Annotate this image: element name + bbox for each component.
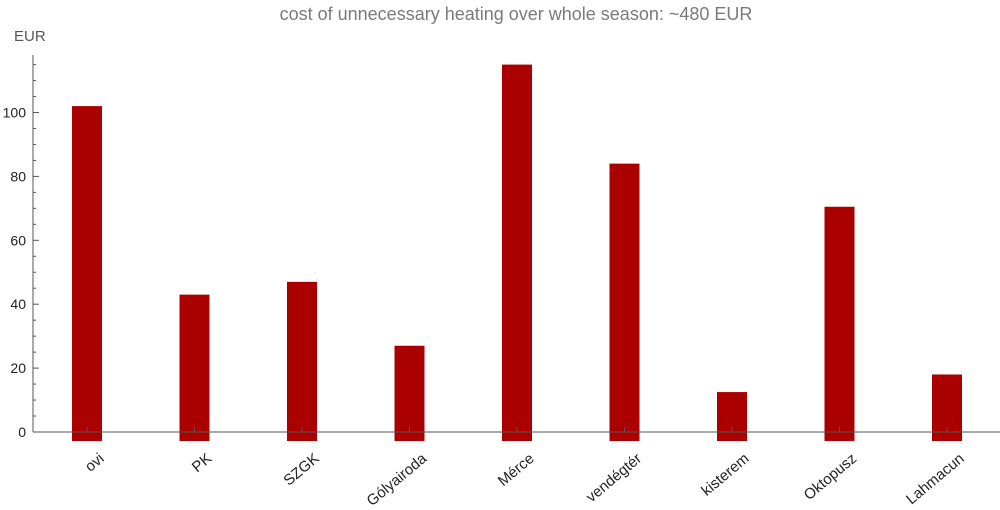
bar <box>394 345 425 441</box>
y-axis-unit-label: EUR <box>14 28 46 45</box>
y-tick-label: 20 <box>10 360 26 376</box>
bar <box>179 294 210 441</box>
y-tick-label: 40 <box>10 296 26 312</box>
y-tick-label: 60 <box>10 232 26 248</box>
x-category-label: Lahmacun <box>903 450 968 508</box>
bar <box>502 64 532 441</box>
bar <box>609 163 640 441</box>
x-category-label: Oktopusz <box>801 450 860 504</box>
x-category-label: Gólyairoda <box>364 450 431 510</box>
y-axis-ticks: 0 20 40 60 80 100 <box>3 64 39 440</box>
x-category-label: ovi <box>82 450 108 475</box>
y-tick-label: 0 <box>18 424 26 440</box>
bar <box>287 281 317 441</box>
x-category-label: Mérce <box>495 450 538 490</box>
bar <box>717 392 747 441</box>
y-tick-label: 80 <box>10 168 26 184</box>
bar <box>72 106 102 441</box>
chart-title: cost of unnecessary heating over whole s… <box>280 4 753 24</box>
x-category-label: PK <box>189 450 215 476</box>
y-tick-label: 100 <box>3 105 27 121</box>
x-category-label: kisterem <box>698 450 752 499</box>
bars-group <box>72 64 962 441</box>
x-category-label: vendégtér <box>583 450 645 506</box>
x-category-label: SZGK <box>280 450 322 489</box>
bar <box>824 206 855 441</box>
